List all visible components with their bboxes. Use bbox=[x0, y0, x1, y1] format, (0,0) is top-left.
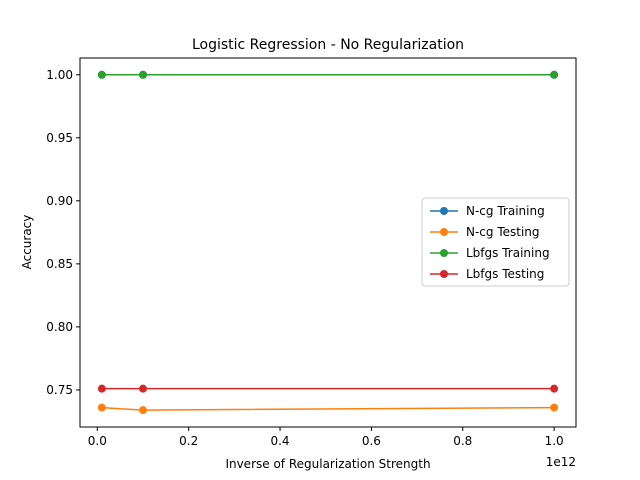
y-axis: 0.75 0.80 0.85 0.90 0.95 1.00 bbox=[46, 68, 80, 397]
y-axis-label: Accuracy bbox=[20, 215, 34, 270]
legend: N-cg Training N-cg Testing Lbfgs Training L… bbox=[421, 197, 570, 287]
legend-marker bbox=[440, 249, 448, 257]
x-tick-label: 0.2 bbox=[179, 434, 198, 448]
legend-label: Lbfgs Testing bbox=[466, 267, 544, 281]
legend-marker bbox=[440, 270, 448, 278]
legend-label: Lbfgs Training bbox=[466, 246, 550, 260]
data-point bbox=[550, 70, 559, 79]
plot-area bbox=[97, 70, 559, 415]
x-offset-label: 1e12 bbox=[546, 455, 576, 469]
legend-marker bbox=[440, 228, 448, 236]
data-point bbox=[97, 403, 106, 412]
x-axis: 0.0 0.2 0.4 0.6 0.8 1.0 bbox=[88, 427, 564, 448]
legend-marker bbox=[440, 207, 448, 215]
data-point bbox=[550, 403, 559, 412]
y-tick-label: 0.90 bbox=[46, 194, 73, 208]
y-tick-label: 0.95 bbox=[46, 131, 73, 145]
x-tick-label: 0.8 bbox=[453, 434, 472, 448]
legend-label: N-cg Testing bbox=[466, 225, 540, 239]
y-tick-label: 0.80 bbox=[46, 320, 73, 334]
y-tick-label: 1.00 bbox=[46, 68, 73, 82]
legend-label: N-cg Training bbox=[466, 204, 545, 218]
axes-frame bbox=[79, 57, 577, 428]
x-tick-label: 0.6 bbox=[362, 434, 381, 448]
legend-box bbox=[421, 197, 570, 287]
series-line bbox=[101, 406, 555, 411]
data-point bbox=[138, 406, 147, 415]
data-point bbox=[138, 70, 147, 79]
x-tick-label: 0.0 bbox=[88, 434, 107, 448]
data-point bbox=[550, 384, 559, 393]
y-tick-label: 0.85 bbox=[46, 257, 73, 271]
data-point bbox=[138, 384, 147, 393]
y-tick-label: 0.75 bbox=[46, 383, 73, 397]
x-tick-label: 1.0 bbox=[545, 434, 564, 448]
data-point bbox=[97, 384, 106, 393]
chart-title: Logistic Regression - No Regularization bbox=[192, 37, 464, 53]
x-tick-label: 0.4 bbox=[270, 434, 289, 448]
x-axis-label: Inverse of Regularization Strength bbox=[225, 457, 430, 471]
data-point bbox=[97, 70, 106, 79]
